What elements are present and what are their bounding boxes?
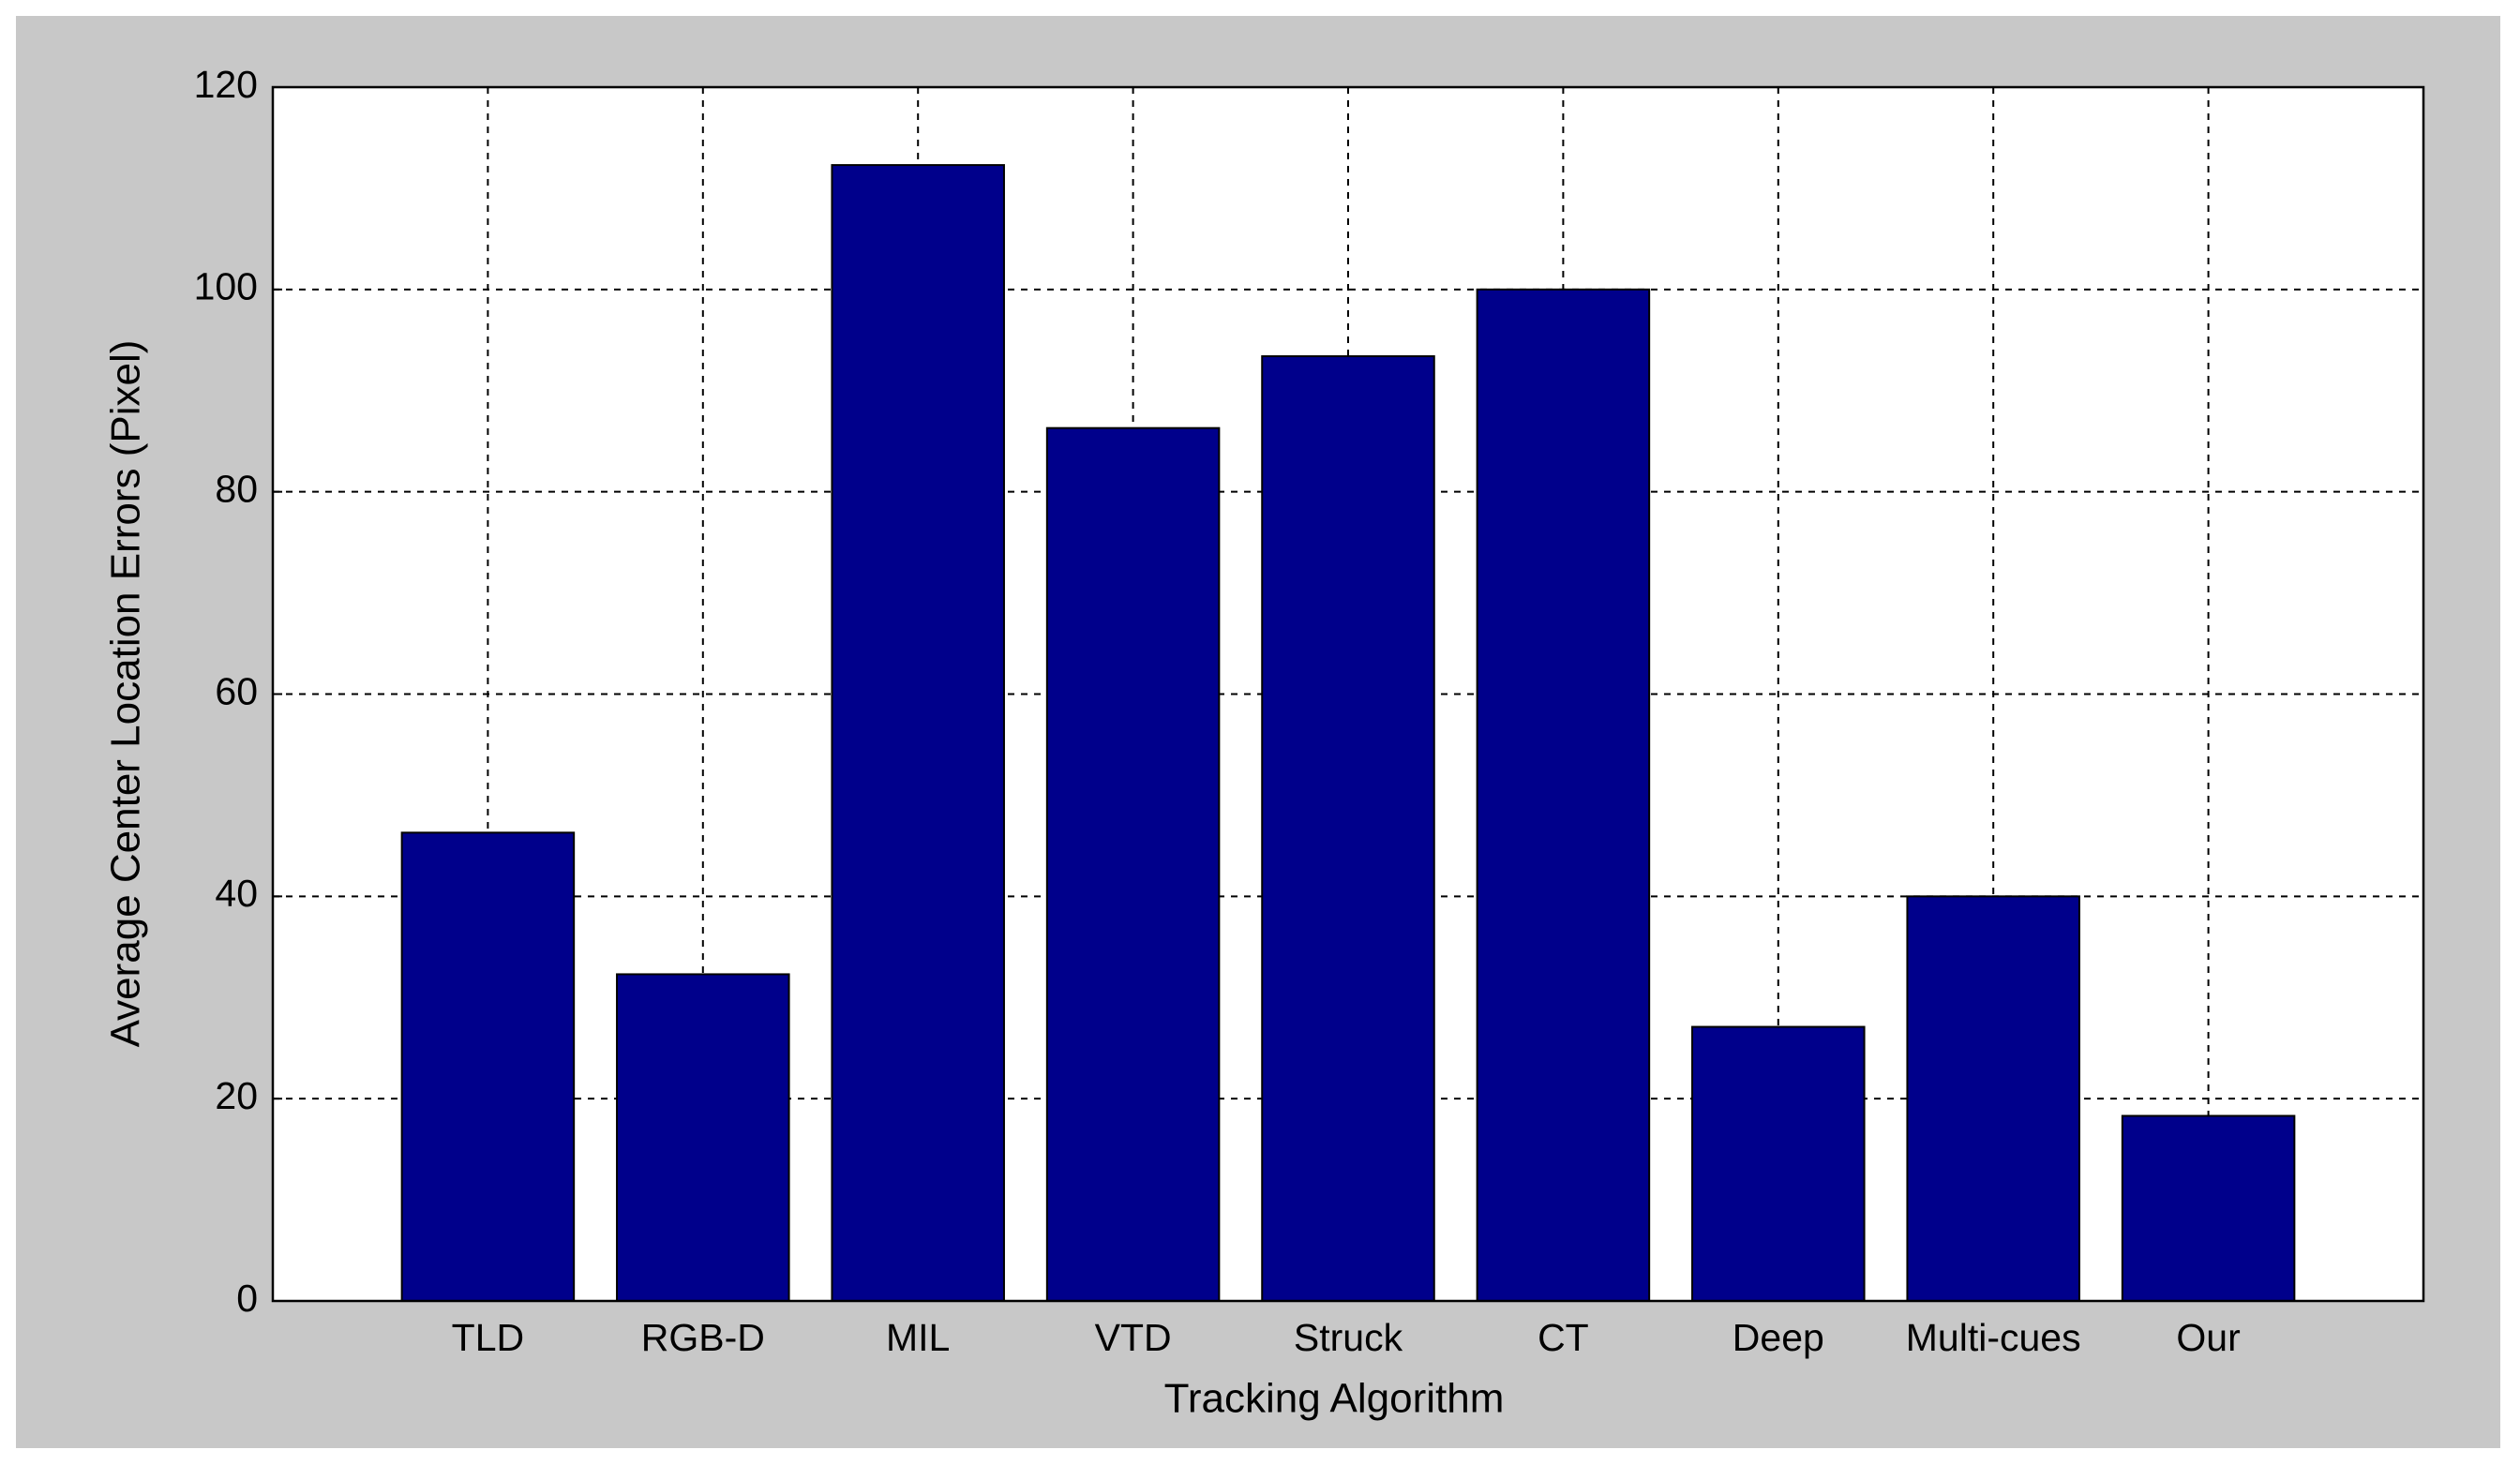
y-tick-label: 0 <box>236 1277 258 1320</box>
y-tick-label: 120 <box>194 63 258 106</box>
x-tick-label: RGB-D <box>641 1316 765 1359</box>
x-tick-label: VTD <box>1095 1316 1172 1359</box>
x-tick-label: Multi-cues <box>1906 1316 2081 1359</box>
bar <box>1691 1025 1866 1302</box>
bar <box>400 831 576 1302</box>
plot-frame <box>271 85 2425 1303</box>
y-tick-label: 40 <box>215 872 258 915</box>
y-tick-label: 60 <box>215 669 258 712</box>
x-tick-label: MIL <box>886 1316 950 1359</box>
y-tick-label: 100 <box>194 265 258 308</box>
x-tick-label: Our <box>2176 1316 2240 1359</box>
y-tick-label: 80 <box>215 467 258 510</box>
x-tick-label: TLD <box>452 1316 524 1359</box>
x-tick-label: CT <box>1538 1316 1589 1359</box>
bar <box>831 164 1005 1303</box>
y-axis-label: Average Center Location Errors (Pixel) <box>103 340 149 1048</box>
x-tick-label: Deep <box>1732 1316 1824 1359</box>
bar <box>1906 895 2080 1302</box>
bar <box>2121 1114 2296 1302</box>
bar <box>616 973 790 1303</box>
y-tick-label: 20 <box>215 1074 258 1117</box>
bar <box>1476 288 1651 1302</box>
bar <box>1045 426 1221 1303</box>
x-axis-label: Tracking Algorithm <box>1164 1376 1505 1422</box>
x-tick-label: Struck <box>1294 1316 1403 1359</box>
bar <box>1261 355 1435 1302</box>
